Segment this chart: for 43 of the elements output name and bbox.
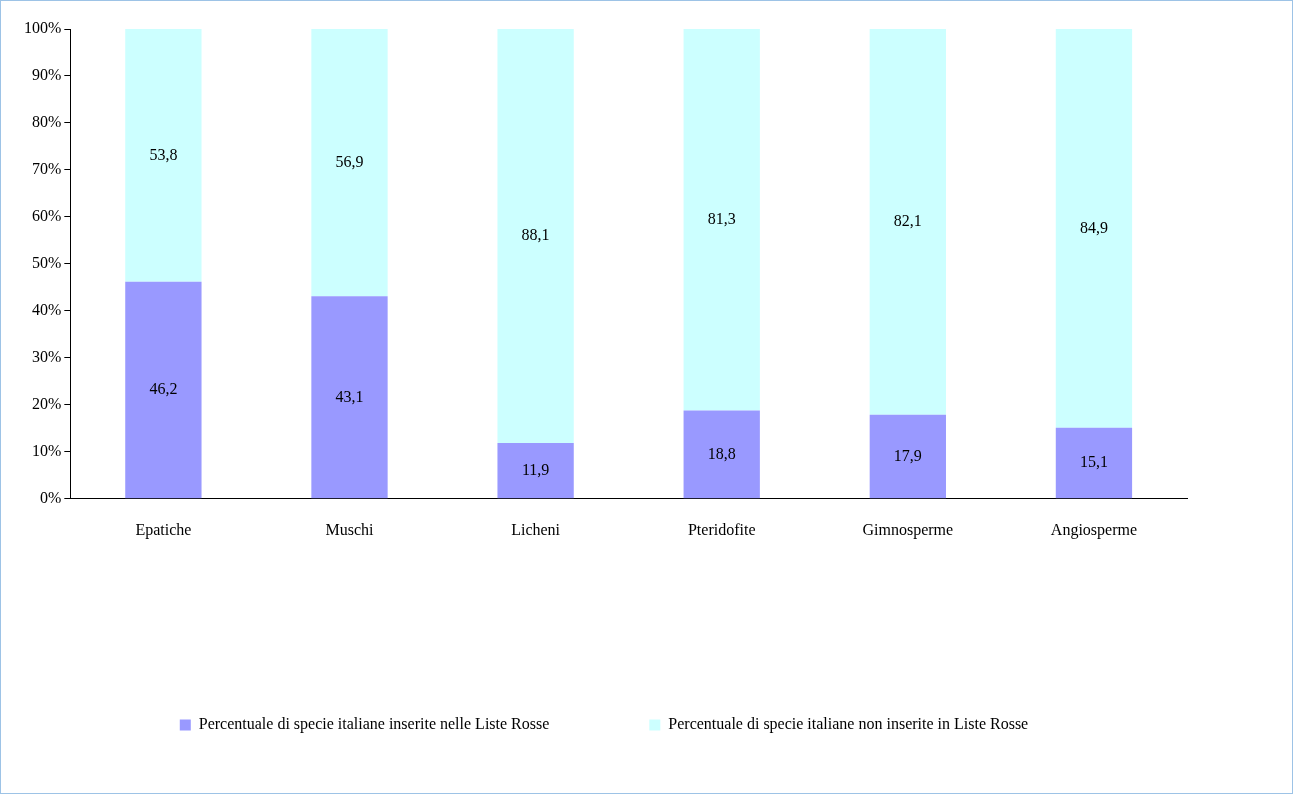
y-tick-label: 60% xyxy=(32,207,62,225)
y-tick-label: 20% xyxy=(32,395,62,413)
bar xyxy=(683,410,760,499)
data-label: 18,8 xyxy=(707,444,736,462)
bar xyxy=(869,29,946,415)
bar xyxy=(1055,427,1133,499)
data-label: 82,1 xyxy=(893,212,922,230)
bar xyxy=(683,29,760,411)
bar xyxy=(125,281,202,499)
x-tick-label: Gimnosperme xyxy=(862,520,954,539)
bar xyxy=(311,296,388,499)
bar xyxy=(497,29,574,443)
legend-label: Percentuale di specie italiane inserite nelle Liste Rosse xyxy=(198,715,550,734)
x-tick-label: Muschi xyxy=(325,520,375,538)
x-tick-label: Pteridofite xyxy=(687,520,756,538)
data-label: 84,9 xyxy=(1079,218,1108,236)
y-tick-label: 0% xyxy=(40,489,62,506)
data-label: 53,8 xyxy=(149,145,178,163)
y-tick-label: 30% xyxy=(32,348,62,366)
y-tick-label: 90% xyxy=(32,66,62,84)
bar xyxy=(1055,29,1133,428)
data-label: 17,9 xyxy=(893,446,922,464)
x-tick-label: Licheni xyxy=(511,520,561,538)
data-label: 43,1 xyxy=(335,387,364,405)
y-tick-label: 80% xyxy=(32,113,62,131)
bar xyxy=(311,29,388,297)
legend-label: Percentuale di specie italiane non inserite in Liste Rosse xyxy=(668,715,1029,734)
data-label: 46,2 xyxy=(149,380,178,398)
data-label: 56,9 xyxy=(335,152,364,170)
y-tick-label: 50% xyxy=(32,254,62,272)
data-label: 88,1 xyxy=(521,226,550,244)
bar xyxy=(497,442,574,499)
data-label: 15,1 xyxy=(1079,453,1108,471)
x-tick-label: Epatiche xyxy=(135,520,192,539)
y-tick-label: 100% xyxy=(24,19,62,37)
y-tick-label: 10% xyxy=(32,442,62,460)
y-tick-label: 40% xyxy=(32,301,62,319)
data-label: 81,3 xyxy=(707,209,736,227)
bar xyxy=(125,29,202,282)
bar xyxy=(869,414,946,499)
data-label: 11,9 xyxy=(521,460,550,478)
y-tick-label: 70% xyxy=(32,160,62,178)
x-tick-label: Angiosperme xyxy=(1050,520,1138,539)
